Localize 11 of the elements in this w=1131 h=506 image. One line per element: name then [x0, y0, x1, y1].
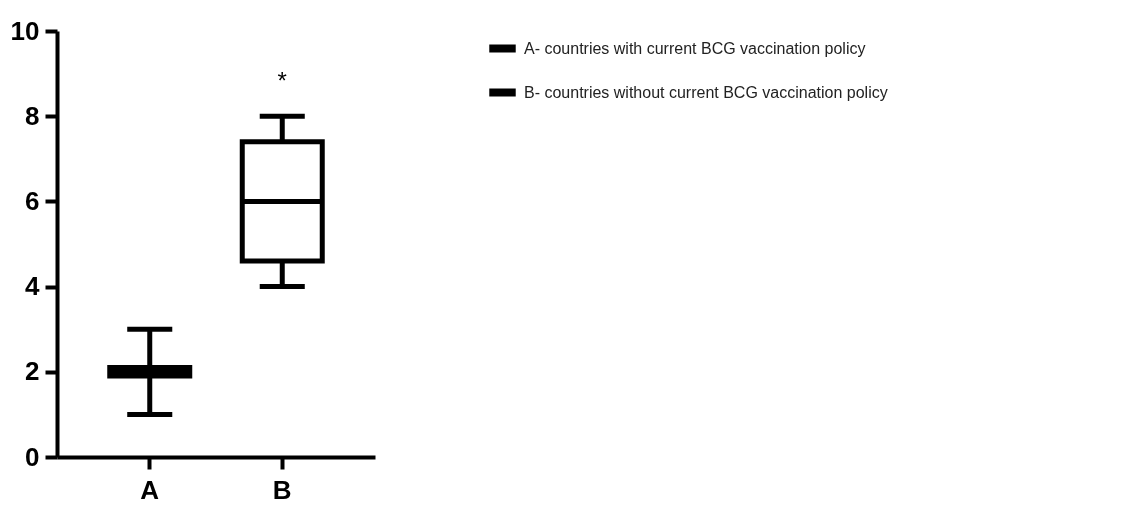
legend-label: A- countries with current BCG vaccination policy: [524, 39, 866, 57]
legend-label: B- countries without current BCG vaccination policy: [524, 83, 888, 101]
x-tick-label: A: [140, 474, 160, 505]
y-tick-label: 8: [25, 100, 40, 131]
y-tick-label: 2: [25, 356, 40, 387]
y-tick-label: 0: [25, 441, 40, 472]
x-tick-label: B: [272, 474, 292, 505]
y-tick-label: 6: [25, 185, 40, 216]
y-tick-label: 4: [25, 271, 41, 302]
annotation: *: [277, 67, 287, 95]
y-tick-label: 10: [10, 15, 40, 46]
